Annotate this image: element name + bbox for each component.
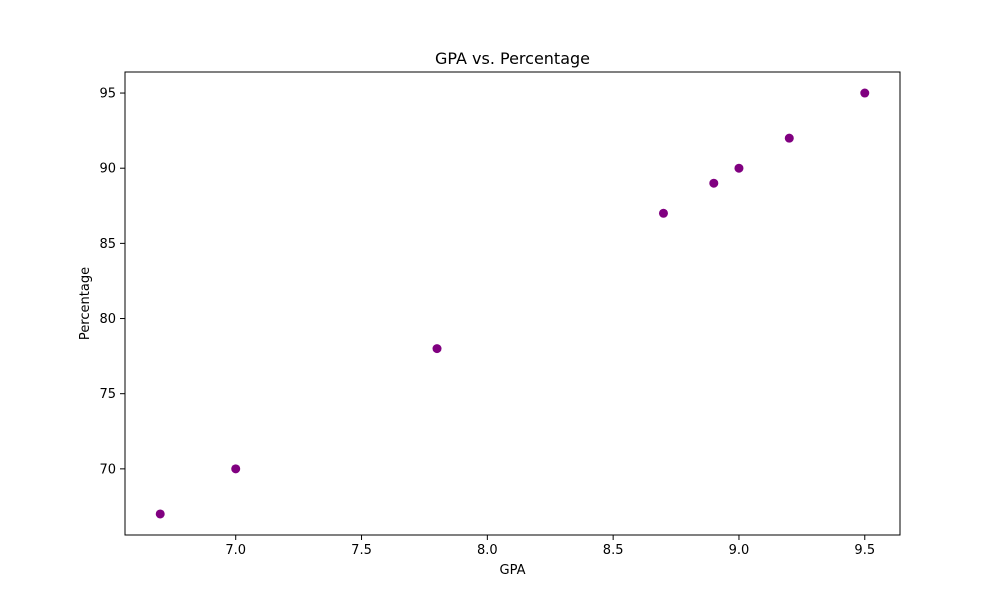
- x-tick-label: 7.5: [351, 543, 372, 558]
- x-tick-label: 9.5: [854, 543, 875, 558]
- data-point: [155, 509, 165, 519]
- y-axis-ticks: 70 75 80 85 90 95: [99, 87, 125, 477]
- y-tick-label: 70: [99, 462, 116, 477]
- y-tick-label: 75: [99, 387, 116, 402]
- x-tick-label: 9.0: [729, 543, 750, 558]
- y-tick-label: 90: [99, 162, 116, 177]
- data-point: [784, 133, 794, 143]
- x-axis-label: GPA: [500, 563, 526, 578]
- data-point: [734, 163, 744, 173]
- y-tick-label: 80: [99, 312, 116, 327]
- data-point: [432, 344, 442, 354]
- data-points: [155, 88, 870, 519]
- data-point: [709, 178, 719, 188]
- data-point: [658, 208, 668, 218]
- axes-frame: [124, 71, 901, 536]
- y-tick-label: 95: [99, 87, 116, 102]
- data-point: [860, 88, 870, 98]
- data-point: [231, 464, 241, 474]
- y-tick-label: 85: [99, 237, 116, 252]
- x-axis-ticks: 7.0 7.5 8.0 8.5 9.0 9.5: [225, 535, 875, 558]
- x-tick-label: 8.0: [477, 543, 498, 558]
- y-axis-label: Percentage: [78, 267, 93, 340]
- x-tick-label: 7.0: [225, 543, 246, 558]
- x-tick-label: 8.5: [603, 543, 624, 558]
- plot-area: 7.0 7.5 8.0 8.5 9.0 9.5 70 75 80 85 90 95: [99, 71, 901, 558]
- chart-title: GPA vs. Percentage: [435, 49, 590, 68]
